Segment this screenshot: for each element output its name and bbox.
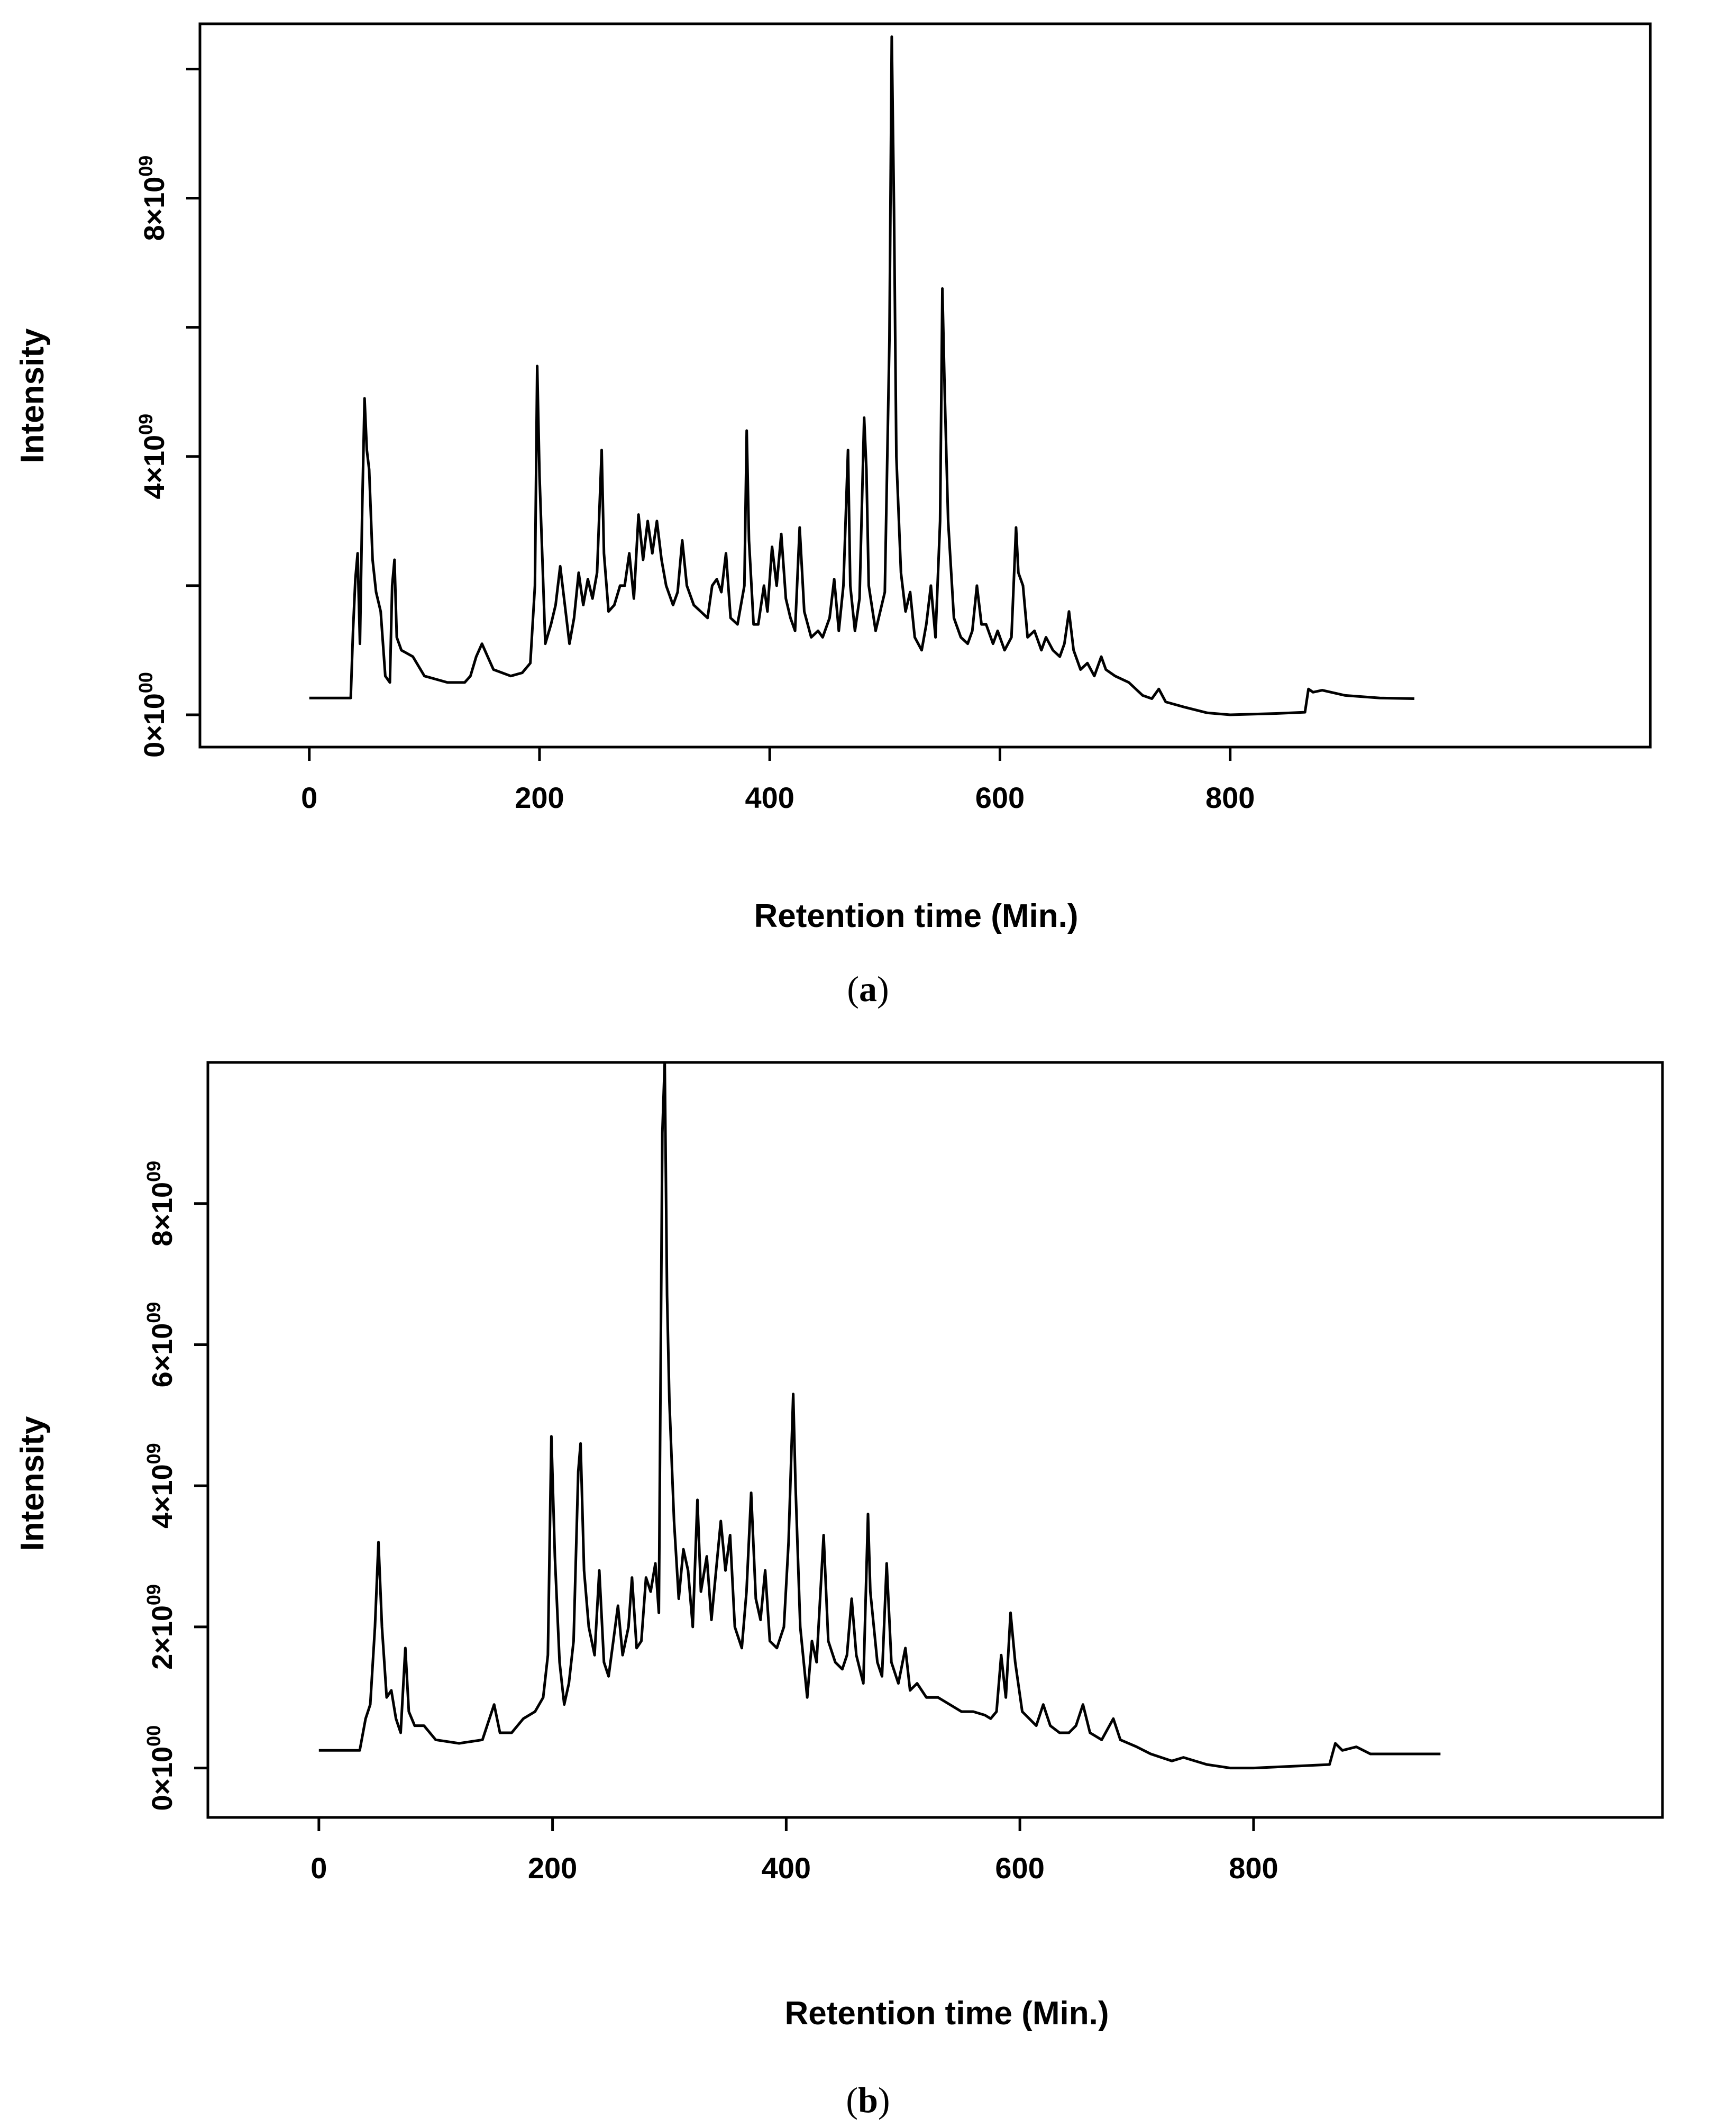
- y-axis-title: Intensity: [14, 328, 51, 463]
- x-axis-title: Retention time (Min.): [784, 1995, 1109, 2032]
- y-tick-label: 4×1009: [143, 1443, 178, 1529]
- x-tick-label: 400: [762, 1851, 811, 1885]
- y-axis-title: Intensity: [14, 1416, 51, 1551]
- y-tick-label: 0×1000: [135, 672, 170, 758]
- panel-letter: a: [859, 969, 877, 1009]
- panel-caption-b: (b): [846, 2080, 890, 2120]
- x-tick-label: 800: [1229, 1851, 1278, 1885]
- chart-panel-a: 0 200 400 600 800 0×1000 4×1009 8×1009 Retenti…: [14, 22, 1652, 934]
- panel-caption-a: (a): [847, 969, 889, 1009]
- x-tick-label: 400: [745, 781, 794, 814]
- x-tick-label: 0: [301, 781, 317, 814]
- x-tick-label: 0: [310, 1851, 327, 1885]
- x-tick-label: 200: [515, 781, 564, 814]
- intensity-trace: [318, 1061, 1441, 1770]
- y-tick-label: 4×1009: [135, 414, 170, 499]
- y-tick-label: 6×1009: [143, 1302, 178, 1388]
- x-tick-label: 200: [528, 1851, 577, 1885]
- x-tick-label: 800: [1205, 781, 1255, 814]
- y-tick-label: 2×1009: [143, 1584, 178, 1670]
- plot-frame: [206, 1061, 1664, 1819]
- x-tick-label: 600: [975, 781, 1025, 814]
- y-tick-label: 0×1000: [143, 1725, 178, 1811]
- panel-letter: b: [858, 2080, 878, 2120]
- x-tick-label: 600: [995, 1851, 1044, 1885]
- plot-frame: [198, 22, 1652, 749]
- chart-panel-b: 0 200 400 600 800 0×1000 2×1009 4×1009 6×1009 8×…: [14, 1061, 1664, 2032]
- intensity-trace: [309, 35, 1414, 716]
- x-axis-title: Retention time (Min.): [754, 898, 1078, 934]
- y-tick-label: 8×1009: [143, 1161, 178, 1247]
- y-tick-label: 8×1009: [135, 156, 170, 241]
